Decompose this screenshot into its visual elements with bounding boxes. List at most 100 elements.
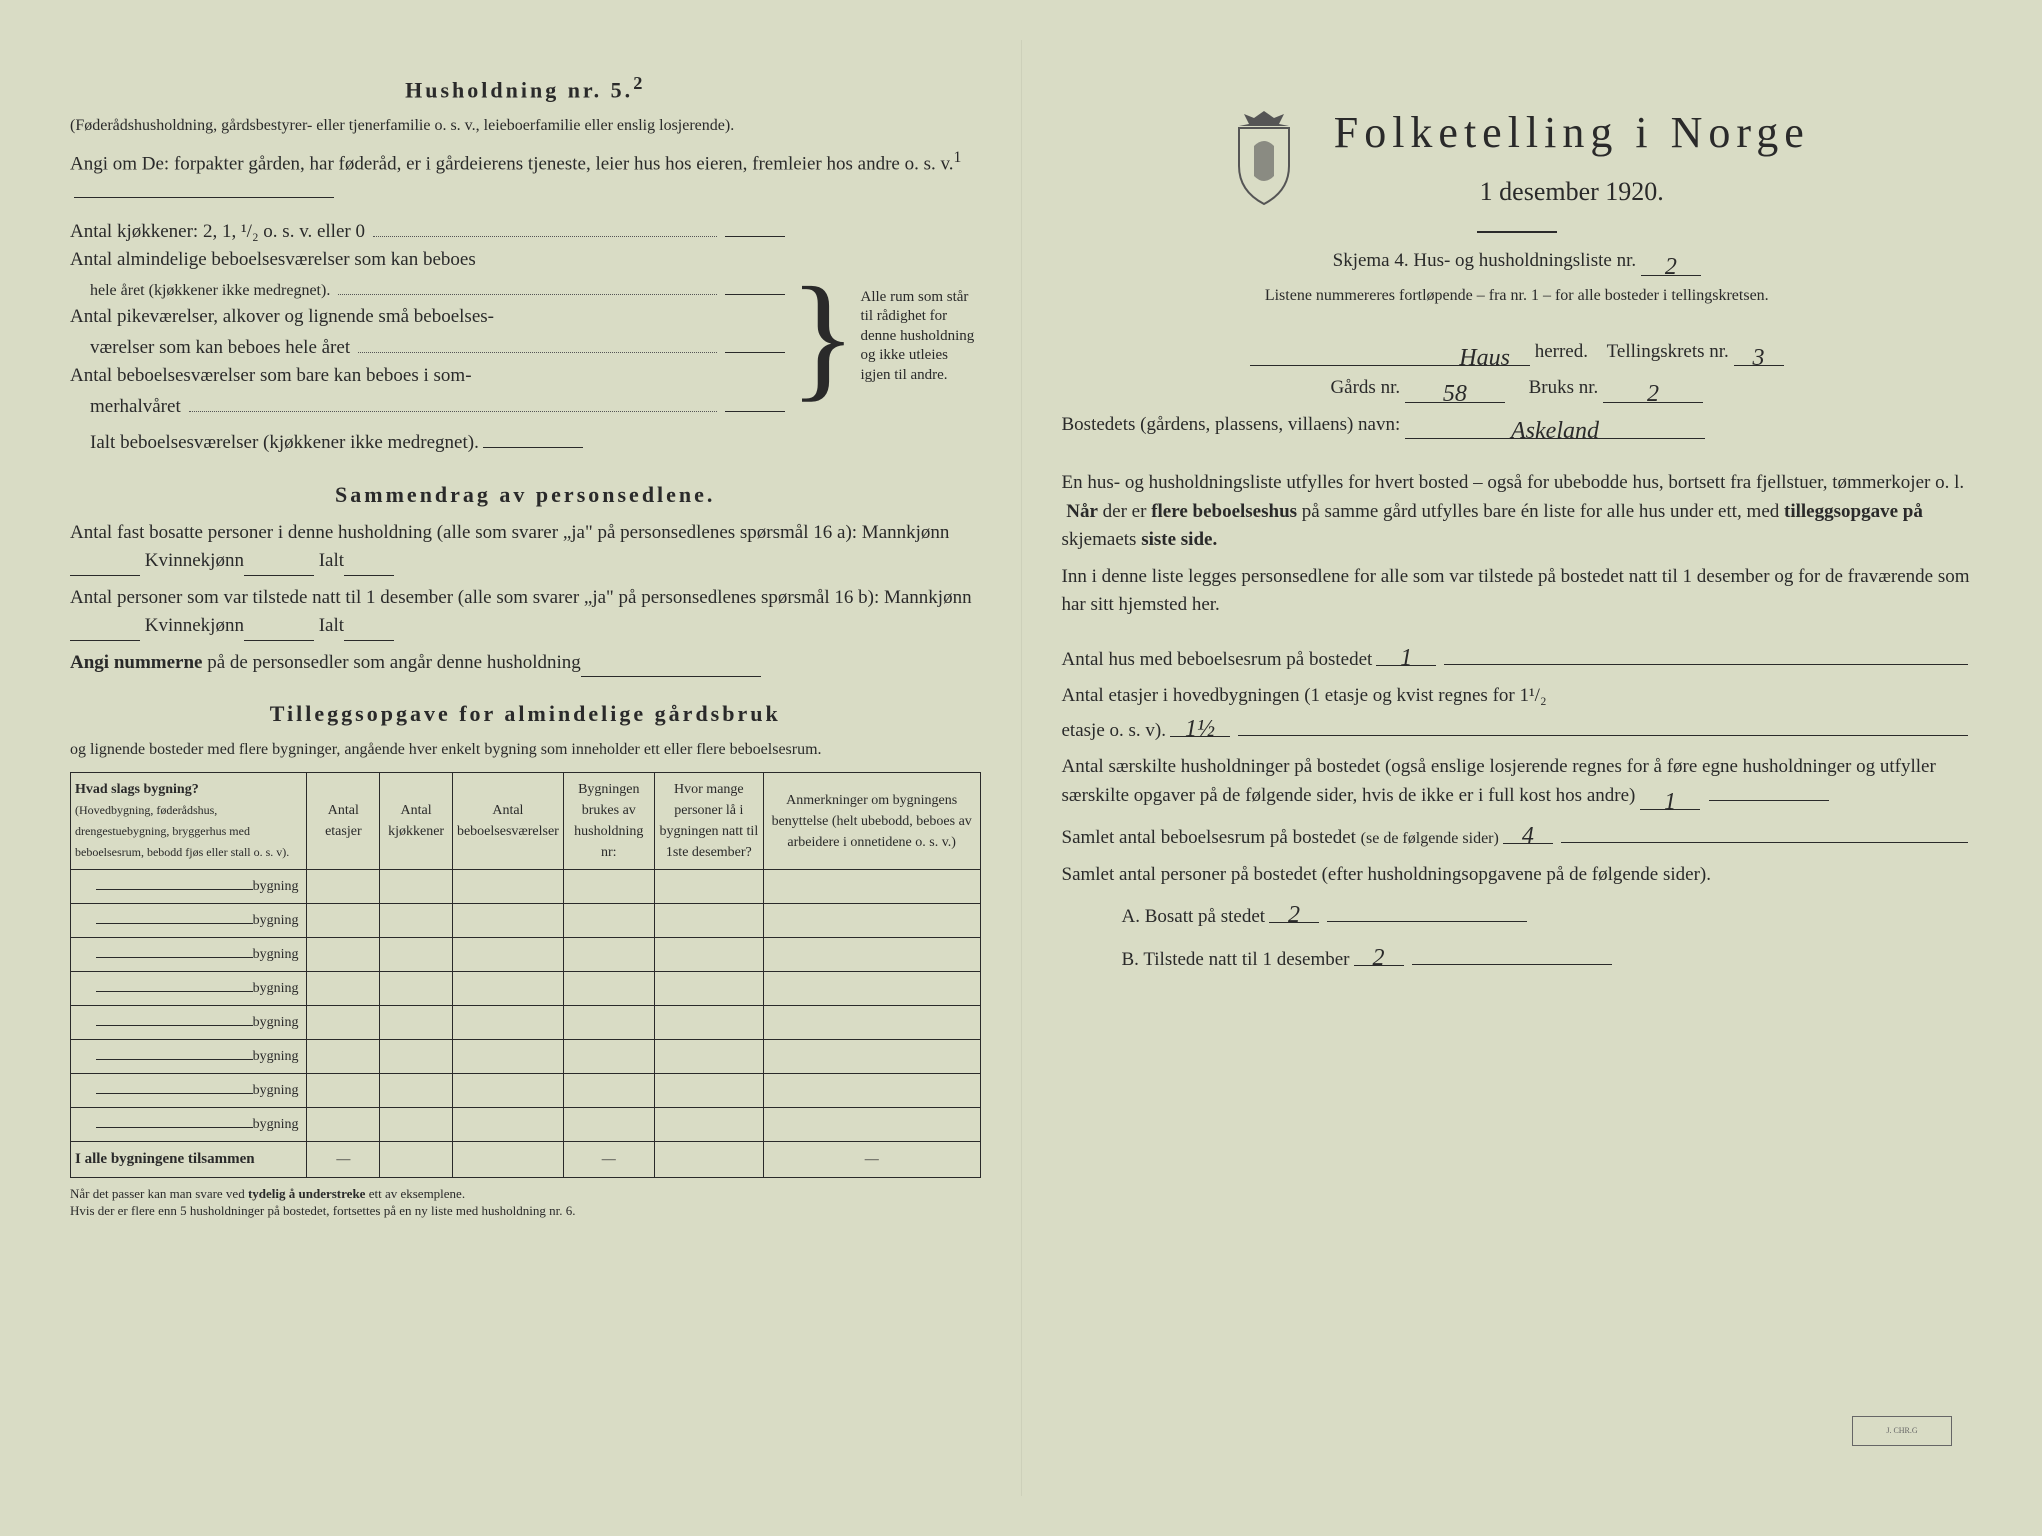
cell[interactable] bbox=[763, 904, 980, 938]
q4-value[interactable]: 4 bbox=[1503, 818, 1553, 844]
qb-value[interactable]: 2 bbox=[1354, 940, 1404, 966]
household-subtitle: (Føderådshusholdning, gårdsbestyrer- ell… bbox=[70, 114, 981, 138]
table-row: bygning bbox=[71, 938, 981, 972]
cell[interactable] bbox=[380, 870, 453, 904]
cell[interactable] bbox=[307, 1108, 380, 1142]
bruks-nr[interactable]: 2 bbox=[1603, 376, 1703, 402]
cell[interactable] bbox=[563, 1074, 654, 1108]
q1-value[interactable]: 1 bbox=[1376, 640, 1436, 666]
cell[interactable] bbox=[307, 1074, 380, 1108]
cell[interactable] bbox=[307, 904, 380, 938]
cell[interactable] bbox=[763, 1074, 980, 1108]
cell[interactable] bbox=[654, 938, 763, 972]
row-bygning-label[interactable]: bygning bbox=[71, 870, 307, 904]
cell[interactable] bbox=[563, 1040, 654, 1074]
ialt-value[interactable] bbox=[483, 427, 583, 448]
tilstede-ialt[interactable] bbox=[344, 620, 394, 641]
cell[interactable] bbox=[380, 938, 453, 972]
bosted-value[interactable]: Askeland bbox=[1405, 413, 1705, 439]
row-bygning-label[interactable]: bygning bbox=[71, 1006, 307, 1040]
sammendrag-title: Sammendrag av personsedlene. bbox=[70, 478, 981, 511]
cell[interactable] bbox=[307, 1006, 380, 1040]
tellingskrets-nr[interactable]: 3 bbox=[1734, 340, 1784, 366]
qb-line: B. Tilstede natt til 1 desember 2 bbox=[1122, 940, 1973, 975]
q2-value[interactable]: 1½ bbox=[1170, 711, 1230, 737]
cell[interactable] bbox=[654, 1040, 763, 1074]
tilstede-kvinne[interactable] bbox=[244, 620, 314, 641]
sommer-value[interactable] bbox=[725, 391, 785, 412]
cell[interactable] bbox=[654, 904, 763, 938]
cell[interactable] bbox=[563, 972, 654, 1006]
th-husholdning: Bygningen brukes av husholdning nr: bbox=[563, 773, 654, 870]
qa-value[interactable]: 2 bbox=[1269, 897, 1319, 923]
fast-ialt[interactable] bbox=[344, 555, 394, 576]
alm-value[interactable] bbox=[725, 275, 785, 296]
row-bygning-label[interactable]: bygning bbox=[71, 1040, 307, 1074]
cell[interactable] bbox=[452, 1006, 563, 1040]
cell[interactable] bbox=[452, 938, 563, 972]
q4-line: Samlet antal beboelsesrum på bostedet (s… bbox=[1062, 818, 1973, 853]
row-bygning-label[interactable]: bygning bbox=[71, 904, 307, 938]
cell[interactable] bbox=[380, 904, 453, 938]
tilstede-mann[interactable] bbox=[70, 620, 140, 641]
cell[interactable] bbox=[563, 938, 654, 972]
table-row: bygning bbox=[71, 1006, 981, 1040]
row-bygning-label[interactable]: bygning bbox=[71, 1074, 307, 1108]
pike-label-1: Antal pikeværelser, alkover og lignende … bbox=[70, 303, 494, 332]
cell[interactable] bbox=[654, 1006, 763, 1040]
cell[interactable] bbox=[307, 972, 380, 1006]
cell[interactable] bbox=[563, 1108, 654, 1142]
cell[interactable] bbox=[563, 904, 654, 938]
cell[interactable] bbox=[563, 1006, 654, 1040]
ialt-label: Ialt beboelsesværelser (kjøkkener ikke m… bbox=[90, 429, 479, 458]
cell[interactable] bbox=[452, 904, 563, 938]
cell[interactable] bbox=[763, 1108, 980, 1142]
skjema-nr[interactable]: 2 bbox=[1641, 249, 1701, 275]
cell[interactable] bbox=[654, 972, 763, 1006]
cell[interactable] bbox=[307, 938, 380, 972]
cell[interactable] bbox=[763, 870, 980, 904]
cell[interactable] bbox=[452, 972, 563, 1006]
cell[interactable] bbox=[380, 1108, 453, 1142]
cell[interactable] bbox=[452, 870, 563, 904]
cell[interactable] bbox=[763, 938, 980, 972]
cell[interactable] bbox=[763, 1040, 980, 1074]
q3-value[interactable]: 1 bbox=[1640, 784, 1700, 810]
cell[interactable] bbox=[380, 972, 453, 1006]
household-sup: 2 bbox=[633, 73, 645, 93]
cell[interactable] bbox=[380, 1074, 453, 1108]
gards-nr[interactable]: 58 bbox=[1405, 376, 1505, 402]
printer-stamp: J. CHR.G bbox=[1852, 1416, 1952, 1446]
bygning-table: Hvad slags bygning?(Hovedbygning, føderå… bbox=[70, 772, 981, 1178]
th-personer: Hvor mange personer lå i bygningen natt … bbox=[654, 773, 763, 870]
row-bygning-label[interactable]: bygning bbox=[71, 938, 307, 972]
row-bygning-label[interactable]: bygning bbox=[71, 1108, 307, 1142]
cell[interactable] bbox=[654, 870, 763, 904]
cell[interactable] bbox=[763, 972, 980, 1006]
fast-kvinne[interactable] bbox=[244, 555, 314, 576]
cell[interactable] bbox=[380, 1040, 453, 1074]
table-row: bygning bbox=[71, 1108, 981, 1142]
divider bbox=[1477, 231, 1557, 233]
right-header: Folketelling i Norge 1 desember 1920. bbox=[1062, 100, 1973, 211]
kjokken-value[interactable] bbox=[725, 216, 785, 237]
pike-value[interactable] bbox=[725, 332, 785, 353]
angi-nummerne-value[interactable] bbox=[581, 656, 761, 677]
table-row: bygning bbox=[71, 1040, 981, 1074]
footnote: Når det passer kan man svare ved tydelig… bbox=[70, 1186, 981, 1220]
cell[interactable] bbox=[307, 870, 380, 904]
cell[interactable] bbox=[654, 1074, 763, 1108]
row-bygning-label[interactable]: bygning bbox=[71, 972, 307, 1006]
cell[interactable] bbox=[563, 870, 654, 904]
cell[interactable] bbox=[380, 1006, 453, 1040]
cell[interactable] bbox=[763, 1006, 980, 1040]
cell[interactable] bbox=[307, 1040, 380, 1074]
gards-line: Gårds nr. 58 Bruks nr. 2 bbox=[1062, 374, 1973, 403]
herred-value[interactable]: Haus bbox=[1250, 340, 1530, 366]
cell[interactable] bbox=[452, 1108, 563, 1142]
table-row: bygning bbox=[71, 870, 981, 904]
fast-mann[interactable] bbox=[70, 555, 140, 576]
cell[interactable] bbox=[452, 1074, 563, 1108]
cell[interactable] bbox=[654, 1108, 763, 1142]
cell[interactable] bbox=[452, 1040, 563, 1074]
